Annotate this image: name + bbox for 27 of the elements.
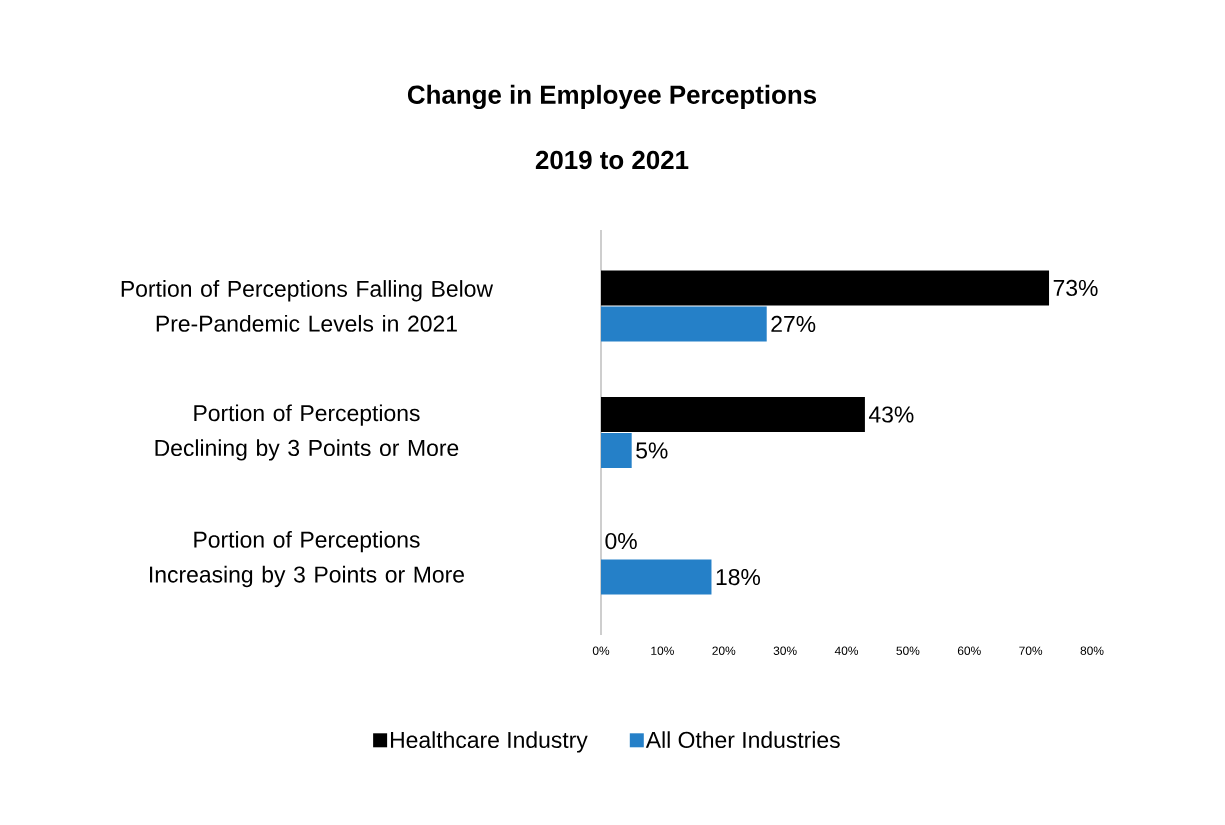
bar xyxy=(601,306,767,342)
x-tick-label: 80% xyxy=(1080,646,1104,655)
x-tick-label: 30% xyxy=(773,646,797,655)
bar xyxy=(601,433,632,468)
bar xyxy=(601,397,865,432)
x-tick-label: 50% xyxy=(896,646,920,655)
x-tick-label: 40% xyxy=(834,646,859,655)
x-tick-label: 0% xyxy=(592,646,610,655)
chart-subtitle: 2019 to 2021 xyxy=(535,150,689,170)
x-tick-label: 60% xyxy=(957,646,981,655)
x-tick-label: 20% xyxy=(712,646,736,655)
y-tick-label: Portion of Perceptions Declining by 3 Points or More xyxy=(155,404,459,461)
x-tick-label: 70% xyxy=(1019,646,1043,655)
data-label: 27% xyxy=(771,315,816,333)
data-label: 43% xyxy=(868,406,914,423)
data-label: 5% xyxy=(636,442,668,459)
x-tick-label: 10% xyxy=(651,646,674,655)
data-label: 0% xyxy=(605,532,637,550)
bar xyxy=(601,559,712,595)
y-tick-label: Portion of Perceptions Falling Below Pre-Pandemic Levels in 2021 xyxy=(121,280,494,332)
data-label: 18% xyxy=(716,568,761,586)
legend-label: Healthcare Industry xyxy=(390,731,588,753)
data-label: 73% xyxy=(1053,279,1098,297)
bar xyxy=(601,270,1050,306)
legend-label: All Other Industries xyxy=(645,731,840,749)
chart-title: Change in Employee Perceptions xyxy=(407,84,817,110)
y-tick-label: Portion of Perceptions Increasing by 3 Points or More xyxy=(150,530,464,588)
